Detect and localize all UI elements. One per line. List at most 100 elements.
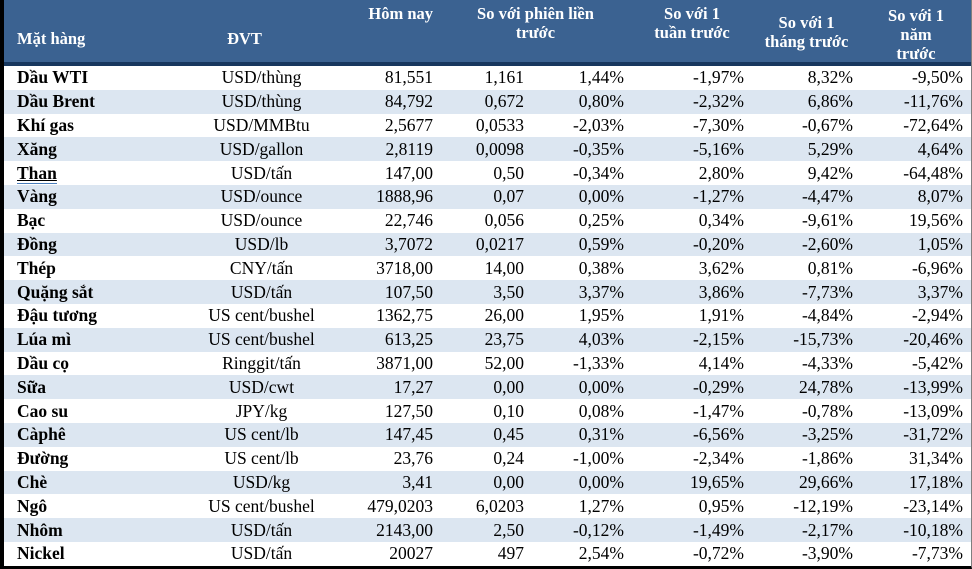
year-pct-cell: -11,76% <box>903 91 963 112</box>
commodity-name-cell: Càphê <box>4 424 179 445</box>
change-pct-cell: 0,38% <box>578 257 624 278</box>
change-abs-cell: 2,50 <box>493 519 524 540</box>
unit-cell: USD/tấn <box>230 162 293 183</box>
table-row: Bạc USD/ounce 22,746 0,056 0,25% 0,34% -… <box>4 208 971 233</box>
change-pct-cell: 4,03% <box>578 329 624 350</box>
change-abs-cell: 497 <box>497 543 524 564</box>
header-label: Hôm nay <box>368 4 433 23</box>
week-pct-cell: 0,95% <box>698 495 744 516</box>
change-pct-cell: 0,31% <box>578 424 624 445</box>
change-pct-cell: 0,00% <box>578 186 624 207</box>
change-pct-cell: 1,95% <box>578 305 624 326</box>
today-value-cell: 107,50 <box>384 281 433 302</box>
week-pct-cell: -0,72% <box>692 543 744 564</box>
table-row: Sữa USD/cwt 17,27 0,00 0,00% -0,29% 24,7… <box>4 375 971 400</box>
header-vs-1-year: So với 1 năm trước <box>861 0 971 63</box>
change-abs-cell: 0,0217 <box>475 233 524 254</box>
week-pct-cell: -1,27% <box>692 186 744 207</box>
commodity-name-cell: Than <box>4 162 179 184</box>
week-pct-cell: -1,97% <box>692 67 744 88</box>
commodity-name-cell: Quặng sắt <box>4 282 179 303</box>
table-row: Cao su JPY/kg 127,50 0,10 0,08% -1,47% -… <box>4 399 971 423</box>
commodity-name: Bạc <box>17 210 46 231</box>
week-pct-cell: -0,29% <box>692 376 744 397</box>
month-pct-cell: -4,47% <box>801 186 853 207</box>
change-pct-cell: -1,33% <box>572 352 624 373</box>
commodity-name: Khí gas <box>17 114 74 135</box>
header-label: So với 1 tuần trước <box>654 4 730 42</box>
week-pct-cell: -6,56% <box>692 424 744 445</box>
header-vs-1-month: So với 1 tháng trước <box>752 0 861 62</box>
month-pct-cell: -0,78% <box>801 400 853 421</box>
today-value-cell: 3,41 <box>402 471 433 492</box>
commodity-name: Đường <box>17 448 69 469</box>
week-pct-cell: -1,49% <box>692 519 744 540</box>
week-pct-cell: 2,80% <box>698 162 744 183</box>
commodity-name-cell: Đường <box>4 448 179 469</box>
unit-cell: USD/thùng <box>221 91 302 112</box>
table-row: Vàng USD/ounce 1888,96 0,07 0,00% -1,27%… <box>4 184 971 209</box>
commodity-name: Quặng sắt <box>17 281 94 302</box>
commodity-name-cell: Dầu WTI <box>4 67 179 88</box>
change-abs-cell: 26,00 <box>484 305 524 326</box>
week-pct-cell: 3,86% <box>698 281 744 302</box>
month-pct-cell: -4,33% <box>801 352 853 373</box>
month-pct-cell: -2,17% <box>801 519 853 540</box>
change-pct-cell: 3,37% <box>578 281 624 302</box>
unit-cell: USD/MMBtu <box>213 114 310 135</box>
change-pct-cell: -2,03% <box>572 114 624 135</box>
year-pct-cell: -13,99% <box>903 376 963 397</box>
commodity-name: Nhôm <box>17 519 63 540</box>
commodity-name-cell: Đồng <box>4 234 179 255</box>
month-pct-cell: 0,81% <box>807 257 853 278</box>
month-pct-cell: -2,60% <box>801 233 853 254</box>
year-pct-cell: 1,05% <box>917 233 963 254</box>
year-pct-cell: -7,73% <box>911 543 963 564</box>
header-label: So với 1 năm trước <box>888 6 944 63</box>
change-pct-cell: 0,25% <box>578 210 624 231</box>
change-abs-cell: 1,161 <box>484 67 524 88</box>
commodity-name: Ngô <box>17 495 48 516</box>
unit-cell: CNY/tấn <box>229 257 294 278</box>
commodity-name: Cao su <box>17 400 69 421</box>
unit-cell: USD/tấn <box>230 543 293 564</box>
commodity-name-cell: Cao su <box>4 401 179 422</box>
unit-cell: USD/ounce <box>220 186 303 207</box>
commodity-name-cell: Nhôm <box>4 520 179 541</box>
table-body: Dầu WTI USD/thùng 81,551 1,161 1,44% -1,… <box>4 66 971 566</box>
today-value-cell: 23,76 <box>393 448 433 469</box>
change-abs-cell: 0,00 <box>493 471 524 492</box>
year-pct-cell: 19,56% <box>909 210 963 231</box>
table-row: Đậu tương US cent/bushel 1362,75 26,00 1… <box>4 303 971 328</box>
year-pct-cell: 8,07% <box>917 186 963 207</box>
commodity-name: Nickel <box>17 543 65 564</box>
table-header-row: Mặt hàng ĐVT Hôm nay So với phiên liền t… <box>4 0 971 66</box>
month-pct-cell: -12,19% <box>793 495 853 516</box>
commodity-name-cell: Thép <box>4 258 179 279</box>
header-label: Mặt hàng <box>17 29 86 48</box>
change-pct-cell: -1,00% <box>572 448 624 469</box>
unit-cell: Ringgit/tấn <box>222 352 301 373</box>
change-abs-cell: 0,24 <box>493 448 524 469</box>
year-pct-cell: 31,34% <box>909 448 963 469</box>
change-abs-cell: 0,0533 <box>475 114 524 135</box>
week-pct-cell: 4,14% <box>698 352 744 373</box>
today-value-cell: 1888,96 <box>376 186 433 207</box>
commodity-name: Đồng <box>17 233 57 254</box>
change-abs-cell: 0,10 <box>493 400 524 421</box>
change-abs-cell: 0,0098 <box>475 138 524 159</box>
unit-cell: USD/gallon <box>219 138 304 159</box>
year-pct-cell: 4,64% <box>917 138 963 159</box>
month-pct-cell: -1,86% <box>801 448 853 469</box>
unit-cell: USD/tấn <box>230 519 293 540</box>
header-label: So với phiên liền trước <box>477 4 594 42</box>
change-pct-cell: 0,08% <box>578 400 624 421</box>
unit-cell: USD/cwt <box>228 376 295 397</box>
commodity-name-cell: Lúa mì <box>4 329 179 350</box>
year-pct-cell: -20,46% <box>903 329 963 350</box>
today-value-cell: 127,50 <box>384 400 433 421</box>
month-pct-cell: -7,73% <box>801 281 853 302</box>
commodity-name: Càphê <box>17 424 66 445</box>
today-value-cell: 147,00 <box>384 162 433 183</box>
commodity-link[interactable]: Than <box>17 162 57 184</box>
